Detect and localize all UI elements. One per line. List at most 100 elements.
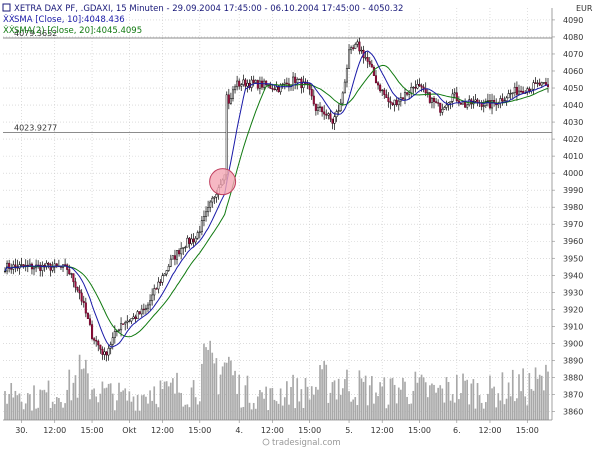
candle-down [238, 80, 241, 87]
y-tick-label: 3920 [563, 305, 583, 314]
candle-down [138, 311, 141, 315]
volume-bar [271, 387, 274, 420]
volume-bar [51, 401, 54, 420]
candle-down [321, 106, 324, 113]
volume-bar [217, 394, 220, 420]
y-tick-label: 4000 [563, 169, 583, 178]
candle-up [412, 86, 415, 89]
y-tick-label: 3970 [563, 220, 583, 229]
volume-bar [296, 378, 299, 420]
volume-bar [37, 407, 39, 420]
candle-down [252, 79, 255, 83]
candle-up [45, 262, 48, 268]
volume-bar [466, 379, 469, 420]
volume-bar [10, 383, 13, 420]
volume-bar [172, 378, 174, 420]
volume-bar [248, 402, 251, 420]
volume-bar [321, 369, 323, 420]
volume-bars [4, 340, 549, 420]
volume-bar [464, 380, 466, 420]
volume-bar [360, 378, 363, 420]
candle-up [509, 92, 512, 95]
candle-down [414, 86, 417, 89]
volume-bar [126, 400, 129, 420]
volume-bar [130, 401, 133, 420]
volume-bar [26, 393, 29, 420]
candle-up [234, 86, 237, 91]
volume-bar [373, 403, 375, 420]
candle-down [244, 79, 247, 87]
candle-up [540, 82, 543, 86]
candle-up [513, 86, 516, 93]
candle-down [428, 92, 431, 103]
candle-up [20, 264, 23, 266]
volume-bar [443, 402, 446, 420]
volume-bar [277, 403, 280, 420]
candle-down [383, 89, 386, 95]
candle-up [430, 98, 433, 103]
volume-bar [87, 373, 89, 420]
volume-bar [167, 386, 170, 420]
volume-bar [455, 374, 458, 420]
candle-down [329, 113, 332, 120]
candle-down [78, 289, 81, 294]
candle-up [337, 110, 340, 112]
candle-down [72, 273, 75, 283]
volume-bar [213, 363, 216, 420]
volume-bar [518, 374, 520, 420]
volume-bar [66, 389, 69, 420]
volume-bar [118, 382, 120, 420]
candle-down [385, 94, 388, 98]
x-tick-label: 30. [15, 426, 28, 435]
volume-bar [462, 373, 464, 420]
volume-bar [406, 396, 408, 420]
volume-bar [215, 358, 218, 420]
volume-bar [350, 401, 352, 420]
candle-down [122, 323, 125, 325]
volume-bar [514, 401, 516, 420]
volume-bar [395, 403, 398, 420]
candle-down [300, 78, 303, 88]
volume-bar [80, 369, 83, 420]
candle-up [41, 264, 44, 271]
candle-down [358, 41, 361, 52]
y-tick-label: 3900 [563, 339, 583, 348]
candle-up [126, 320, 129, 323]
candle-down [464, 101, 467, 108]
volume-bar [482, 408, 485, 420]
volume-bar [354, 397, 357, 420]
candle-up [318, 106, 322, 108]
volume-bar [145, 396, 147, 420]
volume-bar [70, 400, 73, 420]
x-tick-label: 15:00 [298, 426, 321, 435]
volume-bar [192, 380, 195, 420]
candle-down [91, 324, 94, 339]
candle-down [374, 75, 378, 83]
volume-bar [105, 387, 108, 420]
volume-bar [356, 405, 359, 420]
volume-bar [315, 386, 317, 420]
volume-bar [159, 380, 162, 420]
y-tick-label: 3910 [563, 322, 583, 331]
candle-up [111, 337, 114, 345]
candle-up [213, 196, 216, 199]
volume-bar [136, 394, 139, 420]
candle-down [74, 281, 77, 288]
volume-bar [49, 407, 52, 420]
volume-bar [111, 393, 114, 420]
volume-bar [534, 367, 537, 420]
candle-up [186, 237, 189, 248]
volume-bar [240, 407, 243, 420]
volume-bar [153, 386, 156, 420]
volume-bar [122, 390, 124, 420]
x-tick-label: 12:00 [261, 426, 284, 435]
candle-up [161, 275, 164, 283]
candle-down [10, 268, 13, 270]
volume-bar [205, 347, 207, 420]
candle-up [28, 263, 31, 266]
y-tick-label: 4030 [563, 118, 583, 127]
volume-bar [439, 385, 442, 420]
candle-up [360, 49, 363, 52]
